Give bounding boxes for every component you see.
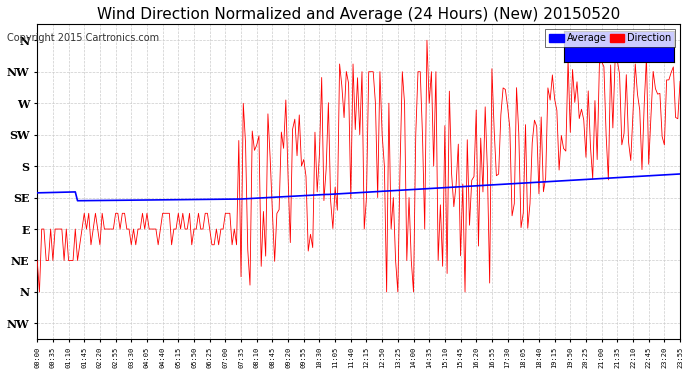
Title: Wind Direction Normalized and Average (24 Hours) (New) 20150520: Wind Direction Normalized and Average (2… [97,7,620,22]
Text: Copyright 2015 Cartronics.com: Copyright 2015 Cartronics.com [7,33,159,43]
Legend: Average, Direction: Average, Direction [545,29,676,47]
